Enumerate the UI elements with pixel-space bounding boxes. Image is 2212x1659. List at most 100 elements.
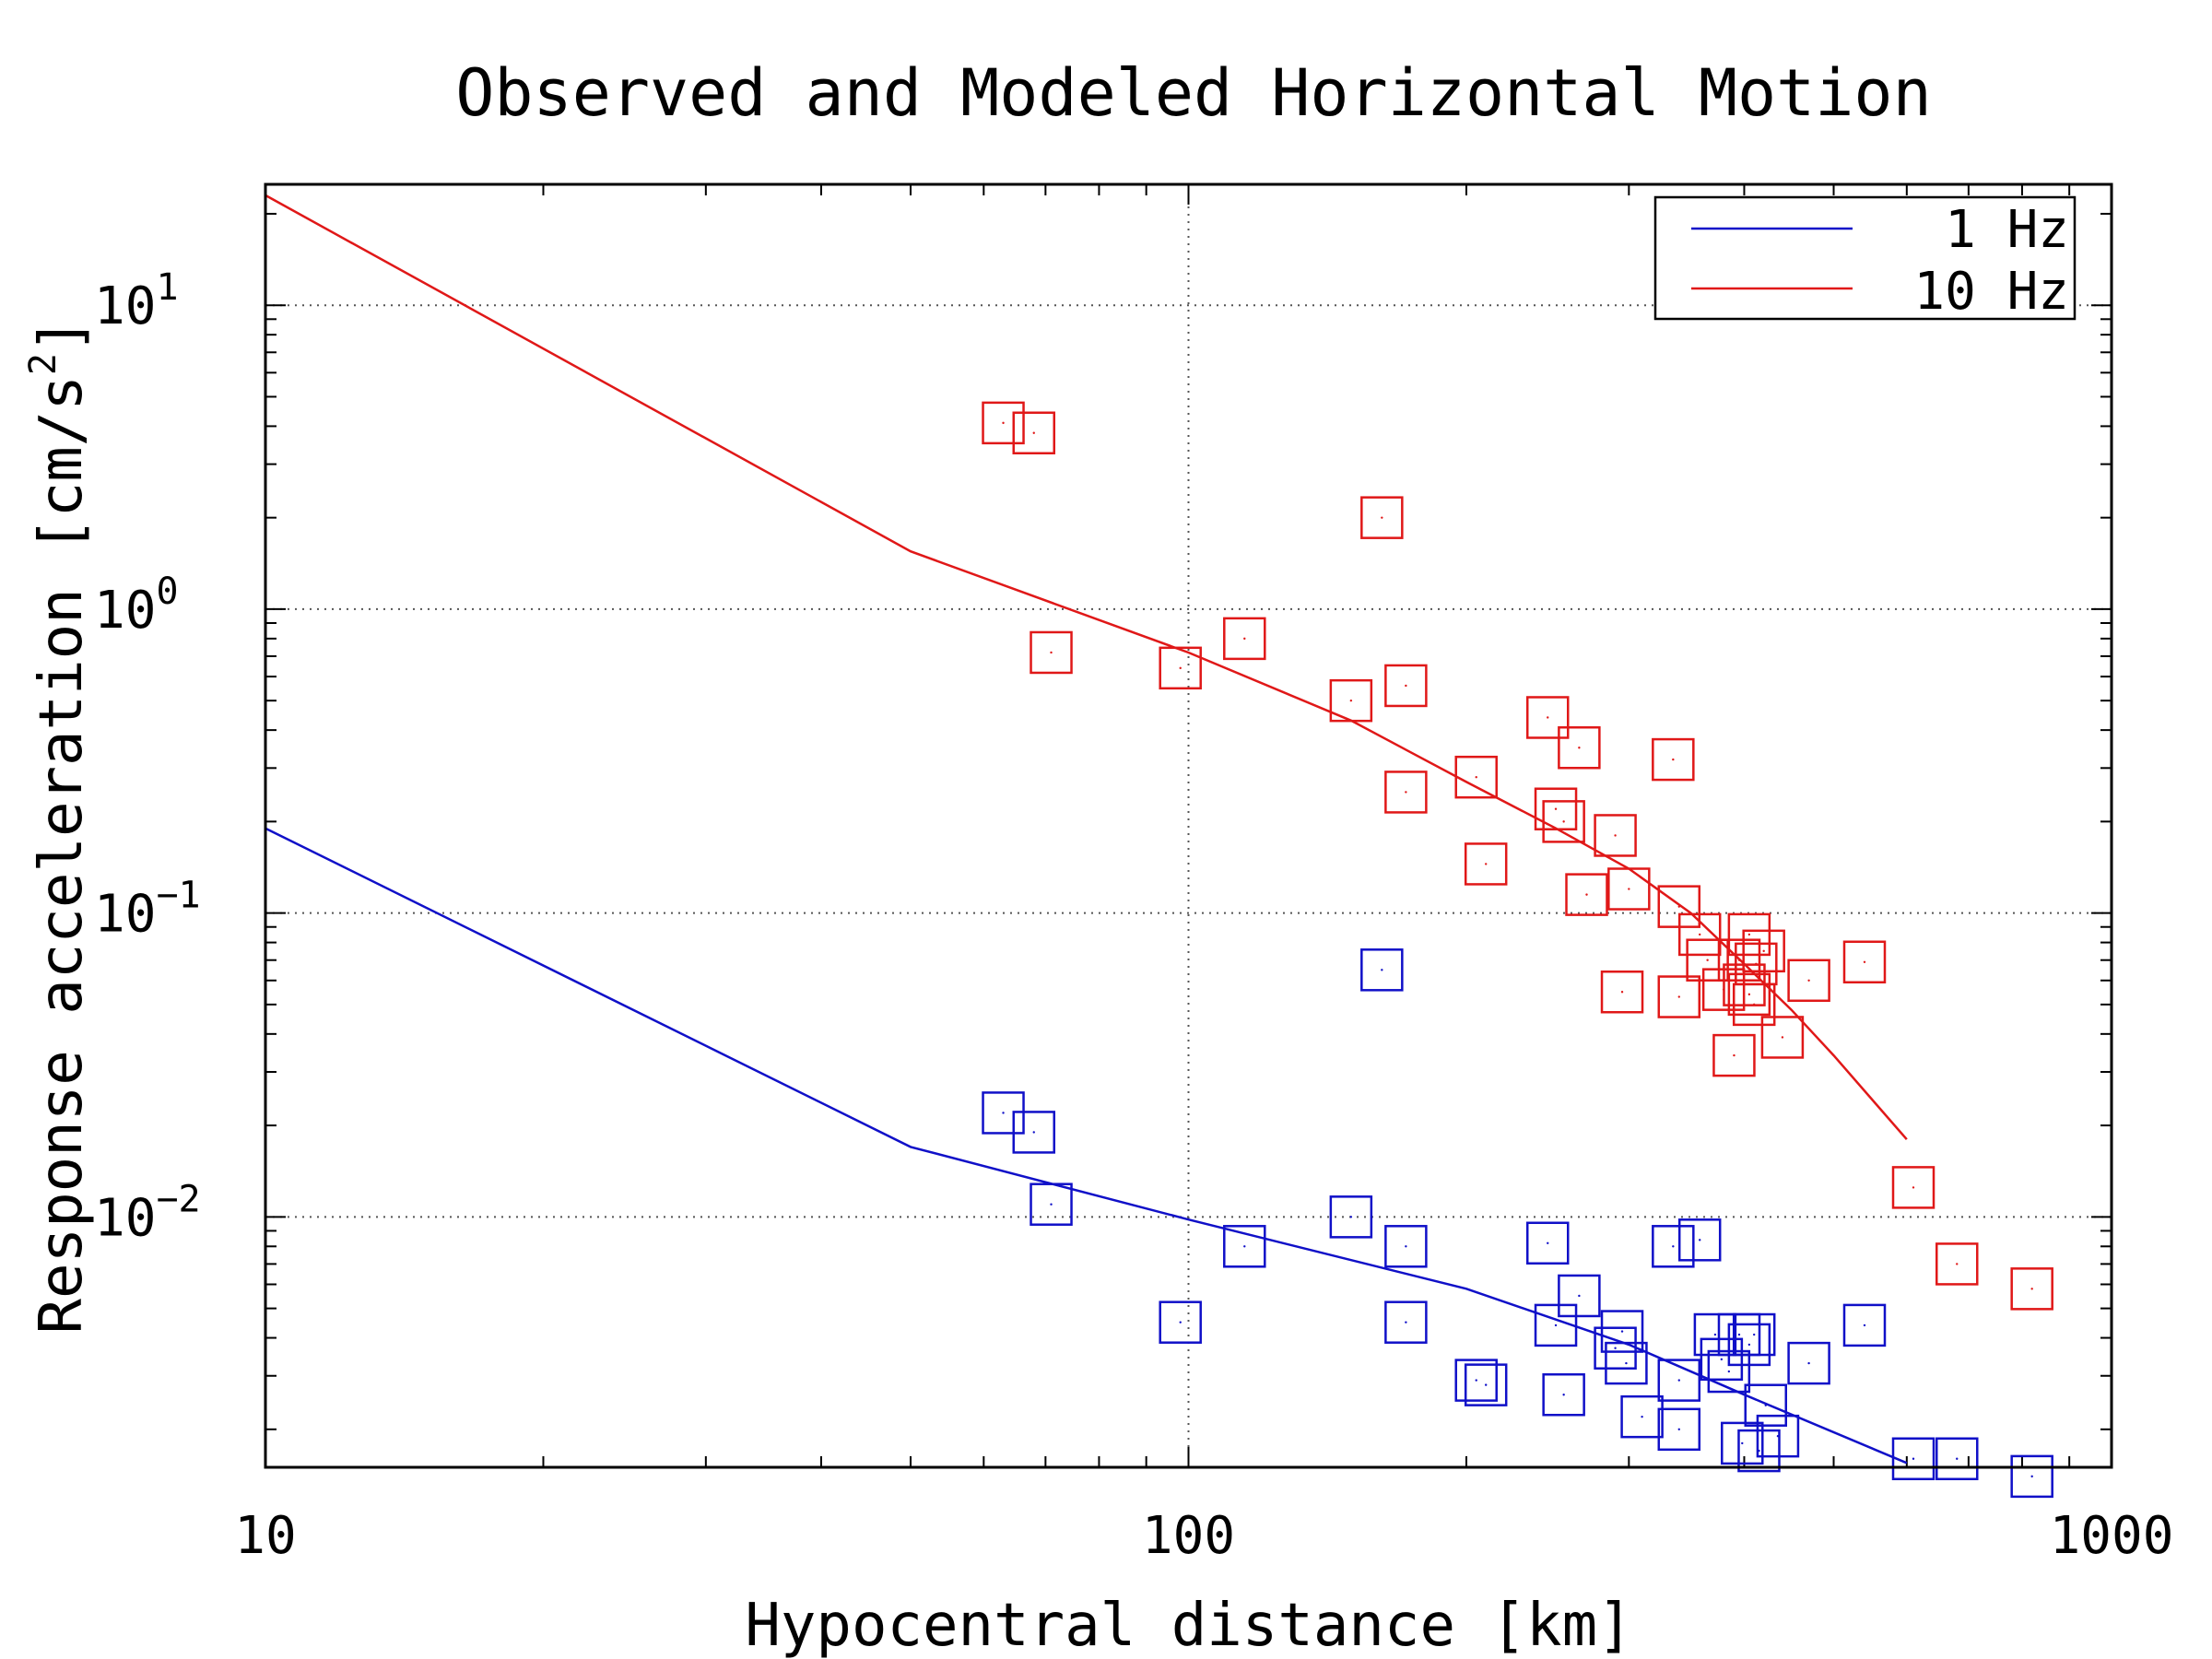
observed-point-center	[1699, 933, 1701, 936]
observed-point-center	[1628, 888, 1630, 890]
observed-point-10hz	[1600, 970, 1644, 1014]
y-tick-label: 101	[94, 266, 179, 336]
observed-point-center	[1755, 962, 1758, 966]
observed-point-center	[1485, 863, 1488, 865]
observed-point-1hz	[1936, 1437, 1979, 1481]
observed-point-center	[1002, 421, 1005, 425]
observed-point-center	[1753, 1003, 1756, 1006]
observed-point-10hz	[982, 401, 1025, 445]
observed-point-center	[1956, 1457, 1959, 1460]
observed-point-10hz	[1542, 800, 1585, 843]
observed-point-center	[1677, 1379, 1680, 1382]
observed-point-1hz	[1737, 1429, 1781, 1473]
observed-point-center	[1912, 1457, 1915, 1460]
y-axis-label-main: Response acceleration [cm/s	[28, 375, 96, 1334]
observed-point-1hz	[1891, 1437, 1936, 1481]
observed-point-center	[1405, 684, 1407, 688]
observed-point-center	[1733, 1053, 1735, 1057]
observed-point-10hz	[1565, 873, 1608, 916]
grid-lines	[265, 184, 2112, 1467]
observed-point-1hz	[1721, 1421, 1764, 1465]
observed-point-10hz	[1686, 938, 1729, 982]
model-line-1hz	[265, 827, 1908, 1465]
observed-point-10hz	[1717, 938, 1761, 982]
observed-point-10hz	[1760, 1016, 1805, 1059]
observed-point-10hz	[1735, 942, 1778, 986]
observed-point-center	[1720, 1358, 1724, 1361]
observed-point-1hz	[1360, 948, 1404, 992]
observed-point-center	[2030, 1288, 2033, 1290]
observed-point-center	[1747, 993, 1751, 996]
observed-point-center	[1381, 969, 1383, 971]
observed-point-10hz	[1742, 929, 1785, 973]
observed-point-center	[1713, 1333, 1717, 1336]
observed-point-center	[1032, 1131, 1035, 1134]
observed-point-center	[1620, 1330, 1624, 1333]
observed-point-10hz	[1159, 646, 1202, 690]
observed-point-1hz	[1558, 1274, 1601, 1318]
observed-point-center	[1405, 791, 1407, 794]
y-tick-label: 100	[94, 571, 179, 641]
observed-point-10hz	[1652, 737, 1695, 782]
observed-point-center	[1562, 1394, 1565, 1396]
y-axis-label: Response acceleration [cm/s2]	[22, 318, 96, 1335]
observed-point-10hz	[1012, 411, 1056, 455]
observed-point-1hz	[1756, 1414, 1800, 1458]
observed-point-10hz	[1727, 912, 1771, 957]
observed-point-1hz	[1223, 1225, 1266, 1268]
observed-point-1hz	[1534, 1303, 1578, 1347]
observed-point-center	[1672, 1245, 1675, 1248]
observed-point-10hz	[1607, 867, 1651, 911]
observed-point-10hz	[1534, 787, 1578, 830]
observed-point-10hz	[1525, 696, 1570, 739]
observed-point-1hz	[1600, 1310, 1644, 1353]
observed-point-center	[1475, 1379, 1477, 1382]
observed-point-center	[1672, 758, 1675, 761]
observed-point-1hz	[1727, 1323, 1771, 1367]
observed-point-10hz	[1384, 771, 1428, 814]
observed-point-center	[1179, 666, 1182, 670]
observed-point-center	[1677, 995, 1680, 998]
observed-point-10hz	[1329, 678, 1373, 723]
observed-point-center	[1762, 949, 1765, 953]
y-axis-label-close: ]	[28, 318, 96, 354]
observed-point-1hz	[1030, 1182, 1073, 1226]
observed-point-center	[1485, 1383, 1488, 1386]
observed-point-center	[1405, 1321, 1407, 1324]
observed-point-1hz	[1700, 1337, 1744, 1382]
observed-point-1hz	[1657, 1407, 1701, 1452]
observed-point-center	[1620, 991, 1624, 994]
observed-point-center	[1050, 651, 1053, 654]
legend-box	[1653, 195, 2077, 321]
observed-point-center	[2030, 1475, 2033, 1478]
observed-point-center	[1747, 933, 1751, 936]
observed-point-1hz	[1652, 1225, 1695, 1268]
x-tick-label: 10	[234, 1506, 296, 1566]
observed-point-center	[1753, 1333, 1756, 1336]
observed-point-center	[1179, 1321, 1182, 1324]
observed-point-center	[1741, 1441, 1744, 1445]
observed-point-center	[1863, 960, 1866, 963]
observed-point-center	[1625, 1361, 1628, 1365]
legend-label-10hz: 10 Hz	[1913, 262, 2069, 322]
legend-label-1hz: 1 Hz	[1945, 200, 2069, 260]
observed-markers	[982, 401, 2053, 1499]
observed-point-center	[1547, 716, 1549, 719]
y-axis-label-exponent: 2	[22, 353, 65, 375]
observed-point-center	[1747, 1343, 1751, 1347]
observed-point-1hz	[1159, 1300, 1202, 1344]
observed-point-1hz	[1594, 1326, 1637, 1370]
observed-point-1hz	[1657, 1359, 1701, 1402]
observed-point-center	[1349, 1216, 1353, 1218]
observed-point-center	[1699, 1239, 1701, 1241]
observed-point-1hz	[1464, 1363, 1508, 1406]
x-tick-labels: 10 100 1000	[234, 1506, 2173, 1566]
observed-point-center	[1475, 775, 1477, 779]
observed-point-10hz	[1464, 842, 1508, 886]
observed-point-center	[1243, 637, 1246, 641]
observed-point-center	[1956, 1263, 1959, 1265]
model-line-10hz	[265, 194, 1908, 1141]
observed-point-1hz	[1012, 1111, 1056, 1154]
x-tick-label: 100	[1142, 1506, 1235, 1566]
